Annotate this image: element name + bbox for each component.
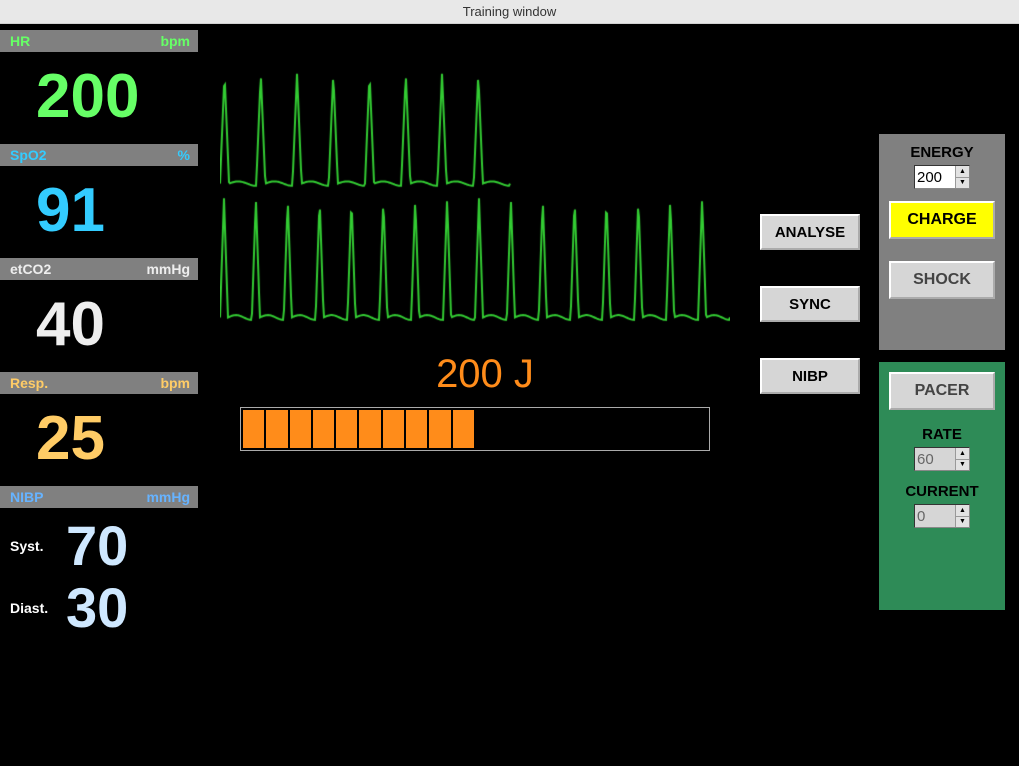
charge-segment — [243, 410, 264, 448]
rate-up-icon[interactable]: ▲ — [956, 448, 969, 460]
monitor-screen: HR bpm 200 SpO2 % 91 etCO2 mmHg 40 Resp.… — [0, 24, 1019, 766]
charge-segment — [686, 410, 707, 448]
vital-nibp: NIBP mmHg Syst. 70 Diast. 30 — [0, 486, 198, 636]
charge-segment — [569, 410, 590, 448]
waveform-area: 200 J — [220, 64, 750, 451]
current-up-icon[interactable]: ▲ — [956, 505, 969, 517]
vital-spo2-unit: % — [178, 144, 190, 166]
charge-segment — [359, 410, 380, 448]
current-down-icon[interactable]: ▼ — [956, 517, 969, 528]
window-title: Training window — [463, 4, 556, 19]
nibp-diast-label: Diast. — [10, 600, 60, 616]
nibp-button[interactable]: NIBP — [760, 358, 860, 394]
energy-readout: 200 J — [245, 352, 725, 397]
energy-input[interactable] — [915, 166, 955, 188]
charge-segment — [662, 410, 683, 448]
charge-segment — [639, 410, 660, 448]
vital-nibp-header: NIBP mmHg — [0, 486, 198, 508]
nibp-diast-row: Diast. 30 — [10, 580, 198, 636]
charge-segment — [290, 410, 311, 448]
charge-segment — [406, 410, 427, 448]
vital-spo2-value: 91 — [0, 166, 198, 256]
rate-label: RATE — [889, 426, 995, 443]
vital-spo2-header: SpO2 % — [0, 144, 198, 166]
energy-up-icon[interactable]: ▲ — [956, 166, 969, 178]
energy-label: ENERGY — [889, 144, 995, 161]
pacer-panel: PACER RATE ▲ ▼ CURRENT ▲ ▼ — [879, 362, 1005, 610]
vital-etco2-header: etCO2 mmHg — [0, 258, 198, 280]
charge-segment — [546, 410, 567, 448]
charge-segment — [383, 410, 404, 448]
vital-hr: HR bpm 200 — [0, 30, 198, 142]
charge-segment — [266, 410, 287, 448]
charge-progress-bar — [240, 407, 710, 451]
vital-resp-unit: bpm — [160, 372, 190, 394]
energy-spinbox[interactable]: ▲ ▼ — [914, 165, 970, 189]
vital-etco2-unit: mmHg — [146, 258, 190, 280]
sync-button[interactable]: SYNC — [760, 286, 860, 322]
vital-hr-unit: bpm — [160, 30, 190, 52]
nibp-syst-row: Syst. 70 — [10, 518, 198, 574]
shock-button[interactable]: SHOCK — [889, 261, 995, 299]
action-buttons-column: ANALYSE SYNC NIBP — [760, 214, 860, 394]
energy-down-icon[interactable]: ▼ — [956, 178, 969, 189]
charge-segment — [592, 410, 613, 448]
charge-segment — [336, 410, 357, 448]
vital-spo2: SpO2 % 91 — [0, 144, 198, 256]
vital-resp: Resp. bpm 25 — [0, 372, 198, 484]
vital-etco2: etCO2 mmHg 40 — [0, 258, 198, 370]
charge-segment — [453, 410, 474, 448]
defib-panel: ENERGY ▲ ▼ CHARGE SHOCK — [879, 134, 1005, 350]
vital-spo2-label: SpO2 — [10, 144, 47, 166]
analyse-button[interactable]: ANALYSE — [760, 214, 860, 250]
charge-segment — [523, 410, 544, 448]
vitals-column: HR bpm 200 SpO2 % 91 etCO2 mmHg 40 Resp.… — [0, 30, 198, 642]
nibp-syst-value: 70 — [66, 518, 128, 574]
nibp-diast-value: 30 — [66, 580, 128, 636]
current-input[interactable] — [915, 505, 955, 527]
charge-segment — [616, 410, 637, 448]
pacer-button[interactable]: PACER — [889, 372, 995, 410]
vital-etco2-value: 40 — [0, 280, 198, 370]
vital-resp-header: Resp. bpm — [0, 372, 198, 394]
window-titlebar: Training window — [0, 0, 1019, 24]
vital-nibp-label: NIBP — [10, 486, 43, 508]
current-label: CURRENT — [889, 483, 995, 500]
vital-nibp-unit: mmHg — [146, 486, 190, 508]
rate-input[interactable] — [915, 448, 955, 470]
ecg-waveform-1 — [220, 64, 730, 194]
rate-spinbox[interactable]: ▲ ▼ — [914, 447, 970, 471]
charge-segment — [313, 410, 334, 448]
nibp-syst-label: Syst. — [10, 538, 60, 554]
vital-etco2-label: etCO2 — [10, 258, 51, 280]
rate-down-icon[interactable]: ▼ — [956, 460, 969, 471]
ecg-waveform-2 — [220, 194, 730, 324]
vital-resp-label: Resp. — [10, 372, 48, 394]
charge-segment — [499, 410, 520, 448]
current-spinbox[interactable]: ▲ ▼ — [914, 504, 970, 528]
vital-hr-value: 200 — [0, 52, 198, 142]
charge-button[interactable]: CHARGE — [889, 201, 995, 239]
charge-segment — [476, 410, 497, 448]
vital-resp-value: 25 — [0, 394, 198, 484]
vital-hr-label: HR — [10, 30, 30, 52]
charge-segment — [429, 410, 450, 448]
vital-hr-header: HR bpm — [0, 30, 198, 52]
